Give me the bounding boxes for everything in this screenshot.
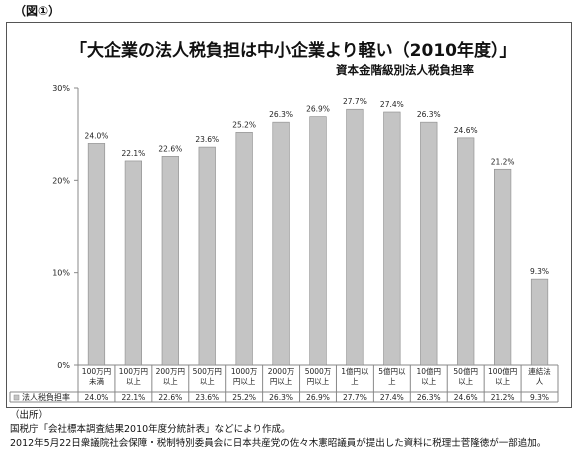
x-tick-label: 5000万 — [305, 367, 332, 376]
x-tick-label: 連結法 — [528, 366, 551, 376]
table-value: 26.9% — [306, 393, 330, 402]
y-tick-label: 0% — [57, 361, 70, 370]
bar — [198, 146, 216, 366]
x-tick-label: 円以上 — [270, 377, 293, 386]
x-tick-label: 以上 — [163, 377, 178, 386]
data-label: 21.2% — [491, 157, 515, 166]
x-tick-label: 以上 — [421, 377, 436, 386]
x-tick-label: 以上 — [495, 377, 510, 386]
chart-frame — [6, 22, 572, 408]
x-tick-label: 以上 — [126, 377, 141, 386]
bar — [457, 137, 475, 366]
bar — [494, 168, 512, 366]
x-tick-label: 200万円 — [156, 367, 185, 376]
x-tick-label: 100万円 — [119, 367, 148, 376]
data-label: 26.3% — [417, 110, 441, 119]
x-tick-label: 以上 — [200, 377, 215, 386]
table-value: 27.4% — [380, 393, 404, 402]
data-label: 9.3% — [530, 267, 549, 276]
chart-subtitle: 資本金階級別法人税負担率 — [336, 63, 474, 77]
bar — [87, 143, 106, 366]
x-tick-label: 人 — [536, 377, 544, 386]
table-value: 25.2% — [232, 393, 256, 402]
x-tick-label: 1000万 — [231, 367, 258, 376]
bar — [272, 121, 290, 366]
bar — [420, 121, 438, 366]
source-line-2: 2012年5月22日衆議院社会保障・税制特別委員会に日本共産党の佐々木憲昭議員が… — [10, 438, 547, 449]
table-value: 23.6% — [195, 393, 219, 402]
x-tick-label: 5億円以 — [378, 366, 406, 376]
data-label: 26.9% — [306, 105, 330, 114]
x-tick-label: 円以上 — [233, 377, 256, 386]
x-tick-label: 上 — [351, 377, 359, 386]
table-value: 26.3% — [417, 393, 441, 402]
source-heading: （出所） — [10, 410, 49, 421]
bar — [346, 108, 364, 366]
data-label: 24.0% — [85, 131, 109, 140]
x-tick-label: 円以上 — [307, 377, 330, 386]
x-tick-label: 10億円 — [416, 366, 441, 376]
x-tick-label: 1億円以 — [341, 366, 369, 376]
legend-label: 法人税負担率 — [22, 392, 70, 402]
y-tick-label: 10% — [52, 269, 70, 278]
x-tick-label: 500万円 — [193, 367, 222, 376]
x-tick-label: 50億円 — [453, 366, 478, 376]
y-tick-label: 20% — [52, 176, 70, 185]
bar — [235, 132, 253, 366]
x-tick-label: 100万円 — [82, 367, 111, 376]
bar — [309, 116, 327, 366]
bar — [530, 278, 549, 366]
table-value: 21.2% — [491, 393, 515, 402]
data-label: 25.2% — [232, 120, 256, 129]
x-tick-label: 100億円 — [488, 366, 517, 376]
legend-swatch — [13, 394, 20, 401]
x-tick-label: 上 — [388, 377, 396, 386]
table-value: 9.3% — [530, 393, 549, 402]
table-value: 27.7% — [343, 393, 367, 402]
source-line-1: 国税庁「会社標本調査結果2010年度分統計表」などにより作成。 — [10, 424, 291, 435]
data-label: 23.6% — [195, 135, 219, 144]
data-label: 22.1% — [121, 149, 145, 158]
table-value: 22.1% — [121, 393, 145, 402]
x-tick-label: 以上 — [458, 377, 473, 386]
data-label: 22.6% — [158, 144, 182, 153]
data-label: 26.3% — [269, 110, 293, 119]
table-value: 26.3% — [269, 393, 293, 402]
figure-label: （図①） — [14, 4, 61, 18]
table-value: 24.0% — [85, 393, 109, 402]
x-tick-label: 2000万 — [268, 367, 295, 376]
data-label: 24.6% — [454, 126, 478, 135]
table-value: 22.6% — [158, 393, 182, 402]
y-tick-label: 30% — [52, 84, 70, 93]
table-value: 24.6% — [454, 393, 478, 402]
data-label: 27.4% — [380, 100, 404, 109]
data-label: 27.7% — [343, 97, 367, 106]
bar — [383, 111, 401, 366]
x-tick-label: 未満 — [89, 376, 104, 386]
bar — [124, 160, 142, 366]
chart-title: 「大企業の法人税負担は中小企業より軽い（2010年度）」 — [70, 41, 517, 61]
bar — [161, 156, 179, 366]
